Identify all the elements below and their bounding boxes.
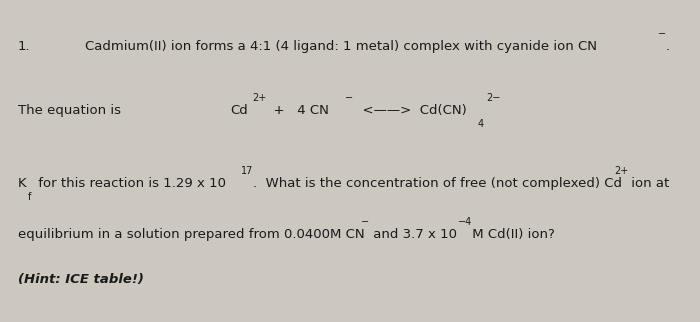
- Text: <——>  Cd(CN): <——> Cd(CN): [354, 104, 467, 117]
- Text: +   4 CN: + 4 CN: [265, 104, 329, 117]
- Text: −4: −4: [458, 217, 472, 227]
- Text: Cd: Cd: [230, 104, 248, 117]
- Text: M Cd(II) ion?: M Cd(II) ion?: [468, 228, 555, 241]
- Text: .: .: [666, 40, 670, 53]
- Text: 4: 4: [478, 119, 484, 129]
- Text: K: K: [18, 177, 27, 190]
- Text: 2+: 2+: [614, 166, 629, 176]
- Text: −: −: [658, 29, 666, 39]
- Text: 1.: 1.: [18, 40, 31, 53]
- Text: 17: 17: [241, 166, 253, 176]
- Text: The equation is: The equation is: [18, 104, 121, 117]
- Text: and 3.7 x 10: and 3.7 x 10: [369, 228, 457, 241]
- Text: −: −: [345, 93, 353, 103]
- Text: Cadmium(II) ion forms a 4:1 (4 ligand: 1 metal) complex with cyanide ion CN: Cadmium(II) ion forms a 4:1 (4 ligand: 1…: [85, 40, 597, 53]
- Text: f: f: [28, 192, 32, 202]
- Text: 2+: 2+: [252, 93, 266, 103]
- Text: equilibrium in a solution prepared from 0.0400M CN: equilibrium in a solution prepared from …: [18, 228, 365, 241]
- Text: .  What is the concentration of free (not complexed) Cd: . What is the concentration of free (not…: [253, 177, 622, 190]
- Text: (Hint: ICE table!): (Hint: ICE table!): [18, 273, 144, 286]
- Text: for this reaction is 1.29 x 10: for this reaction is 1.29 x 10: [34, 177, 226, 190]
- Text: −: −: [361, 217, 369, 227]
- Text: 2−: 2−: [486, 93, 500, 103]
- Text: ion at: ion at: [627, 177, 669, 190]
